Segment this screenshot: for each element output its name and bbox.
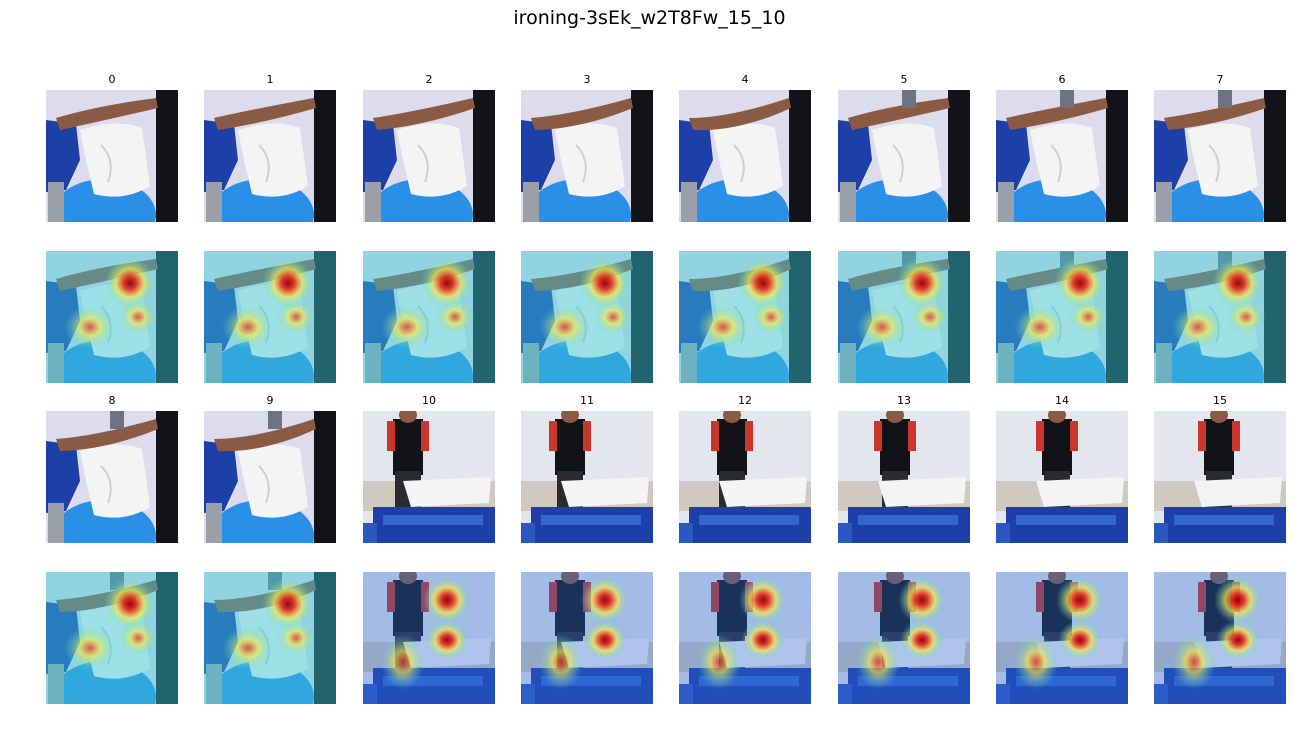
frame-label: 12	[738, 394, 752, 407]
heatmap-tile	[363, 251, 495, 383]
heatmap-tile	[679, 251, 811, 383]
frame-image	[521, 411, 653, 543]
frame-label: 7	[1216, 73, 1224, 86]
heatmap-tile	[679, 572, 811, 704]
frame-image	[521, 90, 653, 222]
frame-image	[46, 411, 178, 543]
figure-title: ironing-3sEk_w2T8Fw_15_10	[513, 7, 786, 29]
frame-image	[996, 411, 1128, 543]
frame-image	[996, 90, 1128, 222]
frame-label: 6	[1058, 73, 1066, 86]
heatmap-tile	[521, 572, 653, 704]
heatmap-tile	[46, 572, 178, 704]
heatmap-tile	[1154, 251, 1286, 383]
frame-image	[838, 411, 970, 543]
heatmap-tile	[838, 251, 970, 383]
heatmap-tile	[521, 251, 653, 383]
frame-label: 0	[108, 73, 116, 86]
heatmap-tile	[204, 251, 336, 383]
heatmap-tile	[996, 251, 1128, 383]
frame-image	[363, 411, 495, 543]
frame-image	[1154, 411, 1286, 543]
frame-label: 11	[580, 394, 594, 407]
frame-label: 2	[425, 73, 433, 86]
frame-image	[204, 411, 336, 543]
frame-label: 14	[1055, 394, 1069, 407]
frame-image	[838, 90, 970, 222]
frame-label: 3	[583, 73, 591, 86]
heatmap-tile	[46, 251, 178, 383]
frame-label: 10	[422, 394, 436, 407]
heatmap-tile	[363, 572, 495, 704]
heatmap-tile	[204, 572, 336, 704]
frame-image	[204, 90, 336, 222]
frame-image	[679, 411, 811, 543]
frame-label: 8	[108, 394, 116, 407]
frame-label: 5	[900, 73, 908, 86]
frame-image	[1154, 90, 1286, 222]
frame-image	[363, 90, 495, 222]
frame-label: 9	[266, 394, 274, 407]
heatmap-tile	[1154, 572, 1286, 704]
frame-label: 15	[1213, 394, 1227, 407]
heatmap-tile	[996, 572, 1128, 704]
heatmap-tile	[838, 572, 970, 704]
frame-image	[46, 90, 178, 222]
frame-image	[679, 90, 811, 222]
frame-label: 13	[897, 394, 911, 407]
frame-label: 1	[266, 73, 274, 86]
frame-label: 4	[741, 73, 749, 86]
